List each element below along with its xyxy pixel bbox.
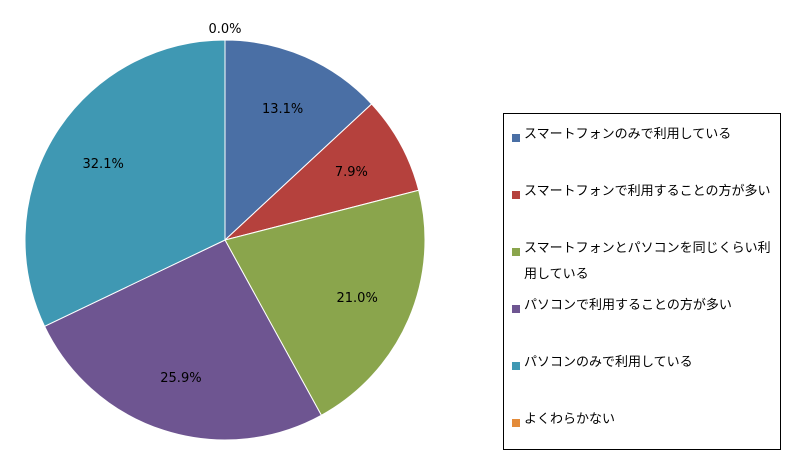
pie-slice-3 — [43, 239, 323, 441]
legend-item-both-equally: スマートフォンとパソコンを同じくらい利用している — [512, 241, 774, 288]
legend-label: スマートフォンで利用することの方が多い — [524, 184, 771, 199]
pie-slice-0 — [224, 39, 373, 242]
legend-label: パソコンで利用することの方が多い — [524, 298, 732, 313]
legend-item-smartphone-only: スマートフォンのみで利用している — [512, 127, 774, 148]
legend-item-pc-mostly: パソコンで利用することの方が多い — [512, 298, 774, 319]
slice-value-label-3: 25.9% — [160, 371, 201, 386]
slice-value-label-1: 7.9% — [335, 165, 368, 180]
pie-slice-2 — [224, 189, 426, 416]
slice-value-label-5: 0.0% — [208, 22, 241, 37]
legend-label: よくわらかない — [524, 412, 616, 427]
pie-slice-1 — [224, 103, 420, 241]
pie-slice-4 — [24, 39, 226, 327]
legend-swatch-pc-mostly — [512, 305, 520, 313]
legend: スマートフォンのみで利用している スマートフォンで利用することの方が多い スマー… — [503, 113, 781, 450]
legend-swatch-pc-only — [512, 362, 520, 370]
pie-chart: 13.1% 7.9% 21.0% 25.9% 32.1% 0.0% — [24, 22, 426, 441]
legend-label: スマートフォンのみで利用している — [524, 127, 732, 142]
slice-value-label-2: 21.0% — [337, 291, 378, 306]
legend-label: パソコンのみで利用している — [524, 355, 693, 370]
legend-item-smartphone-mostly: スマートフォンで利用することの方が多い — [512, 184, 774, 205]
legend-swatch-both-equally — [512, 248, 520, 256]
slice-value-label-0: 13.1% — [262, 102, 303, 117]
legend-swatch-smartphone-only — [512, 134, 520, 142]
legend-swatch-unknown — [512, 419, 520, 427]
slice-value-label-4: 32.1% — [83, 157, 124, 172]
legend-swatch-smartphone-mostly — [512, 191, 520, 199]
legend-item-unknown: よくわらかない — [512, 412, 774, 433]
legend-label: スマートフォンとパソコンを同じくらい利用している — [524, 241, 771, 282]
legend-item-pc-only: パソコンのみで利用している — [512, 355, 774, 376]
